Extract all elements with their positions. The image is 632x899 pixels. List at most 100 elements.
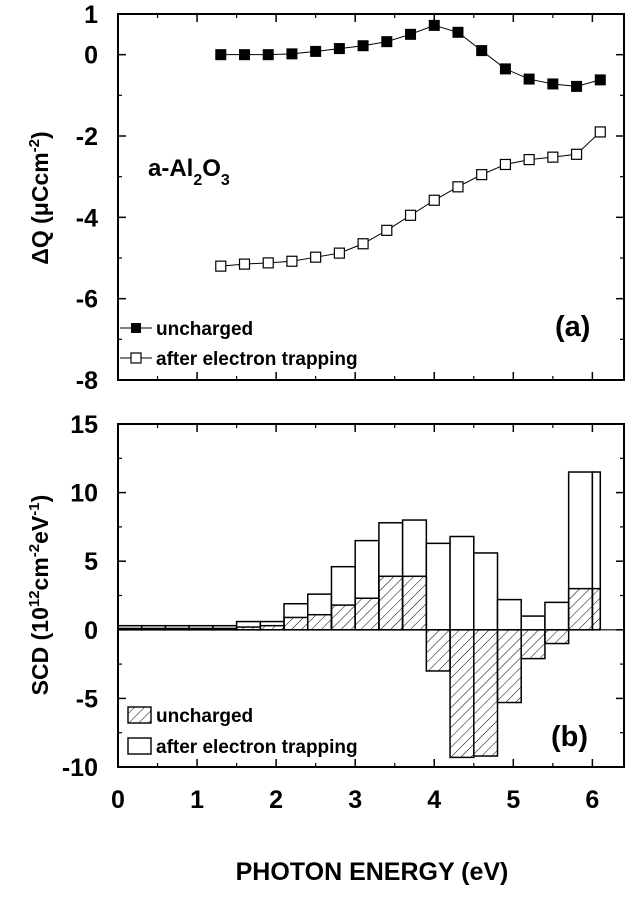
panel-b-y-tick-label: 0 [84,617,98,645]
trapping-point [286,255,298,267]
x-tick-label: 0 [111,786,125,814]
trapping-point [357,238,369,250]
trapping-point [499,158,512,171]
panel-a-y-tick-label: 1 [84,1,98,29]
legend-trapping-swatch [127,737,152,755]
panel-a-frame [117,13,625,381]
trapping-bar [544,601,570,631]
uncharged-bar [425,629,451,672]
panel-b-y-tick-label: -5 [76,685,98,713]
uncharged-bar [520,629,546,660]
legend-uncharged-swatch [127,706,152,724]
trapping-point [310,251,322,263]
uncharged-point [239,49,250,61]
panel-a-y-tick-labels: 1 0 -2 -4 -6 -8 [76,1,98,395]
trapping-point [215,260,227,272]
trapping-point [333,247,345,259]
uncharged-point [499,63,511,75]
panel-a-y-tick-label: -6 [76,286,98,314]
panel-b-y-tick-labels: 15 10 5 0 -5 -10 [62,411,98,782]
panel-a-y-tick-label: -2 [76,123,98,151]
series-line-trapping [220,131,601,267]
panel-b-chart: 15 10 5 0 -5 -10 SCD (1012cm-2eV-1) (b) uncha… [26,411,625,782]
trapping-point [381,224,393,236]
uncharged-bar [283,616,309,631]
trapping-point [476,169,488,181]
trapping-point [523,153,535,166]
uncharged-bar [307,613,333,631]
uncharged-point [215,49,227,61]
trapping-bar [425,542,451,631]
legend-trapping-line [120,352,152,364]
panel-a-series [215,19,606,272]
trapping-bar [449,535,475,631]
uncharged-bar [401,575,428,631]
uncharged-point [594,74,606,86]
uncharged-point [357,40,369,52]
uncharged-bar [473,629,499,757]
legend-uncharged-bar-label: uncharged [156,706,253,727]
uncharged-point [310,45,322,57]
uncharged-point [333,43,345,55]
panel-b-label: (b) [551,721,588,753]
trapping-bar [520,615,546,631]
uncharged-bar [591,587,602,631]
uncharged-point [571,80,583,92]
uncharged-bar [567,587,594,631]
uncharged-point [286,48,298,60]
legend-trapping-bar-label: after electron trapping [156,737,358,758]
x-tick-label: 1 [190,786,204,814]
uncharged-point [547,78,559,90]
legend-trapping-line-label: after electron trapping [156,349,358,370]
trapping-bar [496,598,522,631]
panel-a-y-tick-label: 0 [84,42,98,70]
trapping-point [238,258,251,270]
panel-a-chart: 1 0 -2 -4 -6 -8 ΔQ (μCcm-2) a-Al2O3 (a) uncha… [26,1,625,395]
uncharged-bar [259,624,285,631]
trapping-point [452,181,464,193]
uncharged-bar [449,629,475,759]
uncharged-bar [354,597,380,631]
panel-b-bars [117,471,624,759]
panel-a-legend: uncharged after electron trapping [120,319,358,370]
panel-b-y-tick-label: 10 [70,480,98,508]
uncharged-point [381,36,393,48]
uncharged-bar [378,575,404,631]
panel-a-y-tick-label: -8 [76,367,98,395]
trapping-point [262,257,274,269]
trapping-point [547,151,559,163]
trapping-point [570,148,583,160]
trapping-bar [473,552,499,631]
x-tick-label: 6 [585,786,599,814]
uncharged-bar [544,629,570,645]
uncharged-point [523,73,535,85]
uncharged-point [262,49,274,61]
uncharged-point [452,26,464,38]
x-tick-label: 3 [348,786,362,814]
panel-b-y-axis-label: SCD (1012cm-2eV-1) [26,495,53,696]
x-tick-label: 2 [269,786,283,814]
panel-b-ticks [117,423,624,768]
trapping-point [404,209,417,221]
uncharged-bar [330,604,356,631]
panel-b-y-tick-label: 15 [70,411,98,439]
panel-b-y-tick-label: 5 [84,548,98,576]
legend-uncharged-line [120,323,152,333]
uncharged-bar [496,629,522,704]
x-tick-labels: 0 1 2 3 4 5 6 [111,786,599,814]
panel-b-y-tick-label: -10 [62,754,98,782]
panel-a-label: (a) [555,311,590,343]
material-label: a-Al2O3 [148,155,230,189]
panel-b-legend: uncharged after electron trapping [127,706,358,758]
trapping-point [594,126,606,138]
legend-uncharged-line-label: uncharged [156,319,253,340]
uncharged-point [428,19,440,31]
x-tick-label: 4 [427,786,441,814]
x-tick-label: 5 [506,786,520,814]
uncharged-point [476,45,488,57]
uncharged-point [405,28,417,40]
x-axis-label: PHOTON ENERGY (eV) [236,858,509,886]
panel-a-y-tick-label: -4 [76,204,98,232]
panel-a-y-axis-label: ΔQ (μCcm-2) [26,131,53,264]
